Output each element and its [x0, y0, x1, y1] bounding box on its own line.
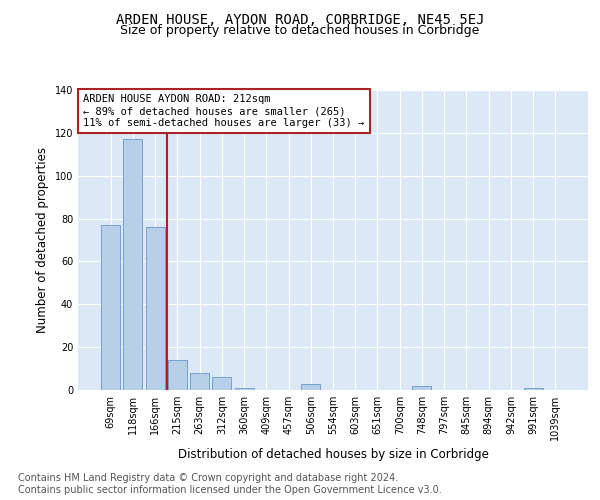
Bar: [190, 373, 209, 390]
Bar: [124, 140, 142, 390]
Text: Size of property relative to detached houses in Corbridge: Size of property relative to detached ho…: [121, 24, 479, 37]
Bar: [101, 225, 120, 390]
Text: ARDEN HOUSE, AYDON ROAD, CORBRIDGE, NE45 5EJ: ARDEN HOUSE, AYDON ROAD, CORBRIDGE, NE45…: [116, 12, 484, 26]
Bar: [235, 388, 254, 390]
Text: ARDEN HOUSE AYDON ROAD: 212sqm
← 89% of detached houses are smaller (265)
11% of: ARDEN HOUSE AYDON ROAD: 212sqm ← 89% of …: [83, 94, 364, 128]
Y-axis label: Number of detached properties: Number of detached properties: [36, 147, 49, 333]
Bar: [524, 388, 542, 390]
Bar: [301, 384, 320, 390]
X-axis label: Distribution of detached houses by size in Corbridge: Distribution of detached houses by size …: [178, 448, 488, 462]
Bar: [212, 377, 231, 390]
Bar: [412, 386, 431, 390]
Bar: [168, 360, 187, 390]
Text: Contains HM Land Registry data © Crown copyright and database right 2024.
Contai: Contains HM Land Registry data © Crown c…: [18, 474, 442, 495]
Bar: [146, 227, 164, 390]
